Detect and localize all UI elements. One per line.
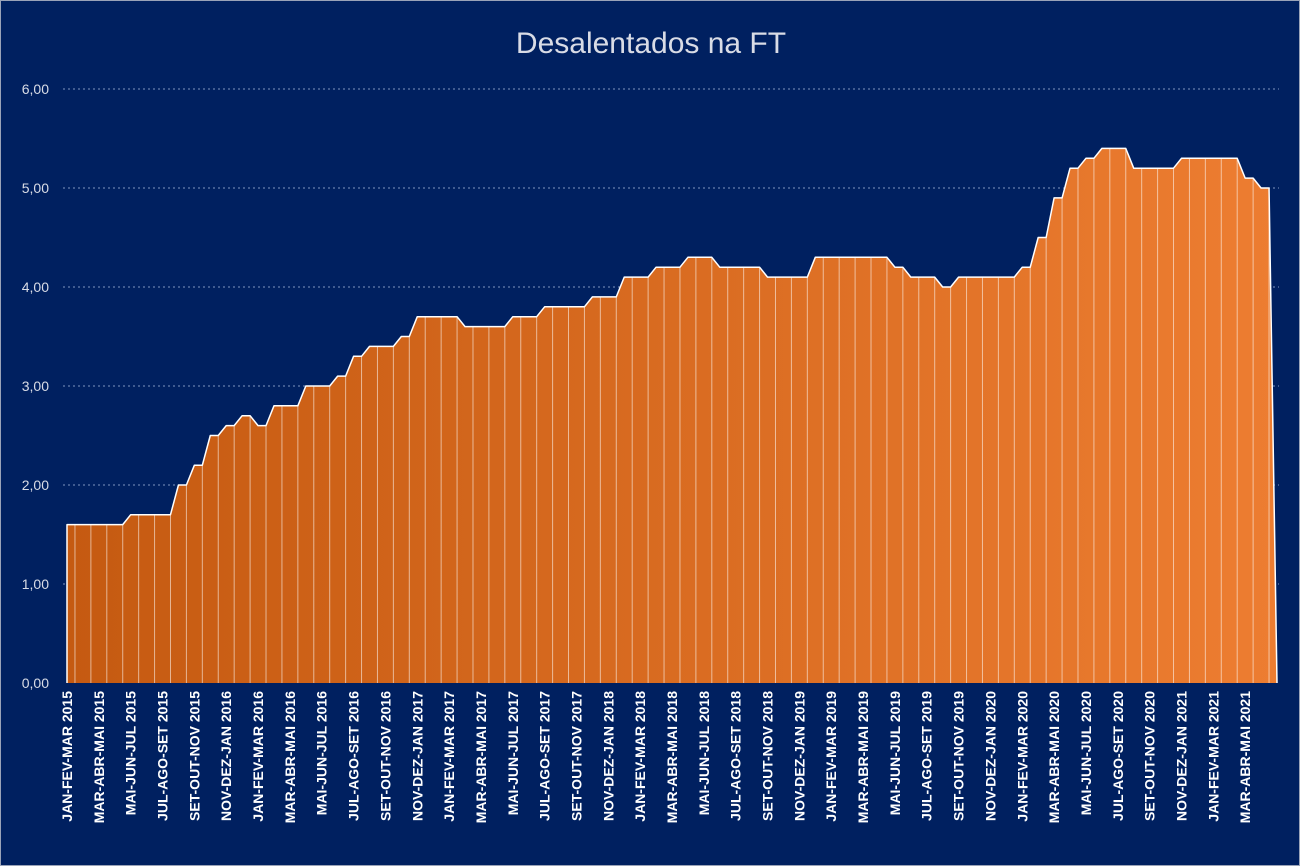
x-tick-label: JAN-FEV-MAR 2016 <box>250 691 266 822</box>
y-tick-label: 6,00 <box>22 81 49 97</box>
x-tick-label: MAI-JUN-JUL 2020 <box>1078 691 1094 815</box>
x-tick-label: MAR-ABR-MAI 2021 <box>1237 691 1253 823</box>
x-axis-ticks: JAN-FEV-MAR 2015 MAR-ABR-MAI 2015 MAI-JUN-… <box>59 691 1253 823</box>
x-tick-label: JUL-AGO-SET 2016 <box>346 691 362 821</box>
x-tick-label: JAN-FEV-MAR 2020 <box>1014 691 1030 822</box>
x-tick-label: MAI-JUN-JUL 2019 <box>887 691 903 815</box>
x-tick-label: MAI-JUN-JUL 2016 <box>314 691 330 815</box>
x-tick-label: JAN-FEV-MAR 2021 <box>1205 691 1221 822</box>
y-tick-label: 1,00 <box>22 576 49 592</box>
y-tick-label: 3,00 <box>22 378 49 394</box>
x-tick-label: JUL-AGO-SET 2019 <box>919 691 935 821</box>
x-tick-label: SET-OUT-NOV 2016 <box>377 691 393 821</box>
x-tick-label: MAI-JUN-JUL 2017 <box>505 691 521 815</box>
x-tick-label: JAN-FEV-MAR 2019 <box>823 691 839 822</box>
x-tick-label: MAR-ABR-MAI 2019 <box>855 691 871 823</box>
x-tick-label: NOV-DEZ-JAN 2017 <box>409 691 425 821</box>
y-tick-label: 4,00 <box>22 279 49 295</box>
series-line <box>66 147 1278 684</box>
area-fill <box>67 148 1277 683</box>
x-tick-label: SET-OUT-NOV 2018 <box>760 691 776 821</box>
y-tick-label: 0,00 <box>22 675 49 691</box>
x-tick-label: NOV-DEZ-JAN 2018 <box>600 691 616 821</box>
x-tick-label: MAR-ABR-MAI 2017 <box>473 691 489 823</box>
x-tick-label: NOV-DEZ-JAN 2020 <box>982 691 998 821</box>
x-tick-label: SET-OUT-NOV 2015 <box>186 691 202 821</box>
x-tick-label: SET-OUT-NOV 2019 <box>951 691 967 821</box>
x-tick-label: MAR-ABR-MAI 2020 <box>1046 691 1062 823</box>
y-tick-label: 2,00 <box>22 477 49 493</box>
x-tick-label: JAN-FEV-MAR 2015 <box>59 691 75 822</box>
area-series <box>66 147 1278 684</box>
y-tick-label: 5,00 <box>22 180 49 196</box>
x-tick-label: MAR-ABR-MAI 2018 <box>664 691 680 823</box>
x-tick-label: JAN-FEV-MAR 2018 <box>632 691 648 822</box>
x-tick-label: JUL-AGO-SET 2018 <box>728 691 744 821</box>
chart-title: Desalentados na FT <box>516 27 786 60</box>
x-tick-label: MAR-ABR-MAI 2015 <box>91 691 107 823</box>
x-tick-label: MAI-JUN-JUL 2015 <box>123 691 139 815</box>
x-tick-label: JAN-FEV-MAR 2017 <box>441 691 457 822</box>
x-tick-label: SET-OUT-NOV 2017 <box>568 691 584 821</box>
x-tick-label: NOV-DEZ-JAN 2019 <box>791 691 807 821</box>
x-tick-label: JUL-AGO-SET 2017 <box>537 691 553 821</box>
x-tick-label: JUL-AGO-SET 2015 <box>155 691 171 821</box>
x-tick-label: MAR-ABR-MAI 2016 <box>282 691 298 823</box>
x-tick-label: SET-OUT-NOV 2020 <box>1142 691 1158 821</box>
x-tick-label: JUL-AGO-SET 2020 <box>1110 691 1126 821</box>
y-axis-ticks: 0,00 1,00 2,00 3,00 4,00 5,00 6,00 <box>22 81 49 691</box>
x-tick-label: NOV-DEZ-JAN 2021 <box>1173 691 1189 821</box>
x-tick-label: NOV-DEZ-JAN 2016 <box>218 691 234 821</box>
x-tick-label: MAI-JUN-JUL 2018 <box>696 691 712 815</box>
